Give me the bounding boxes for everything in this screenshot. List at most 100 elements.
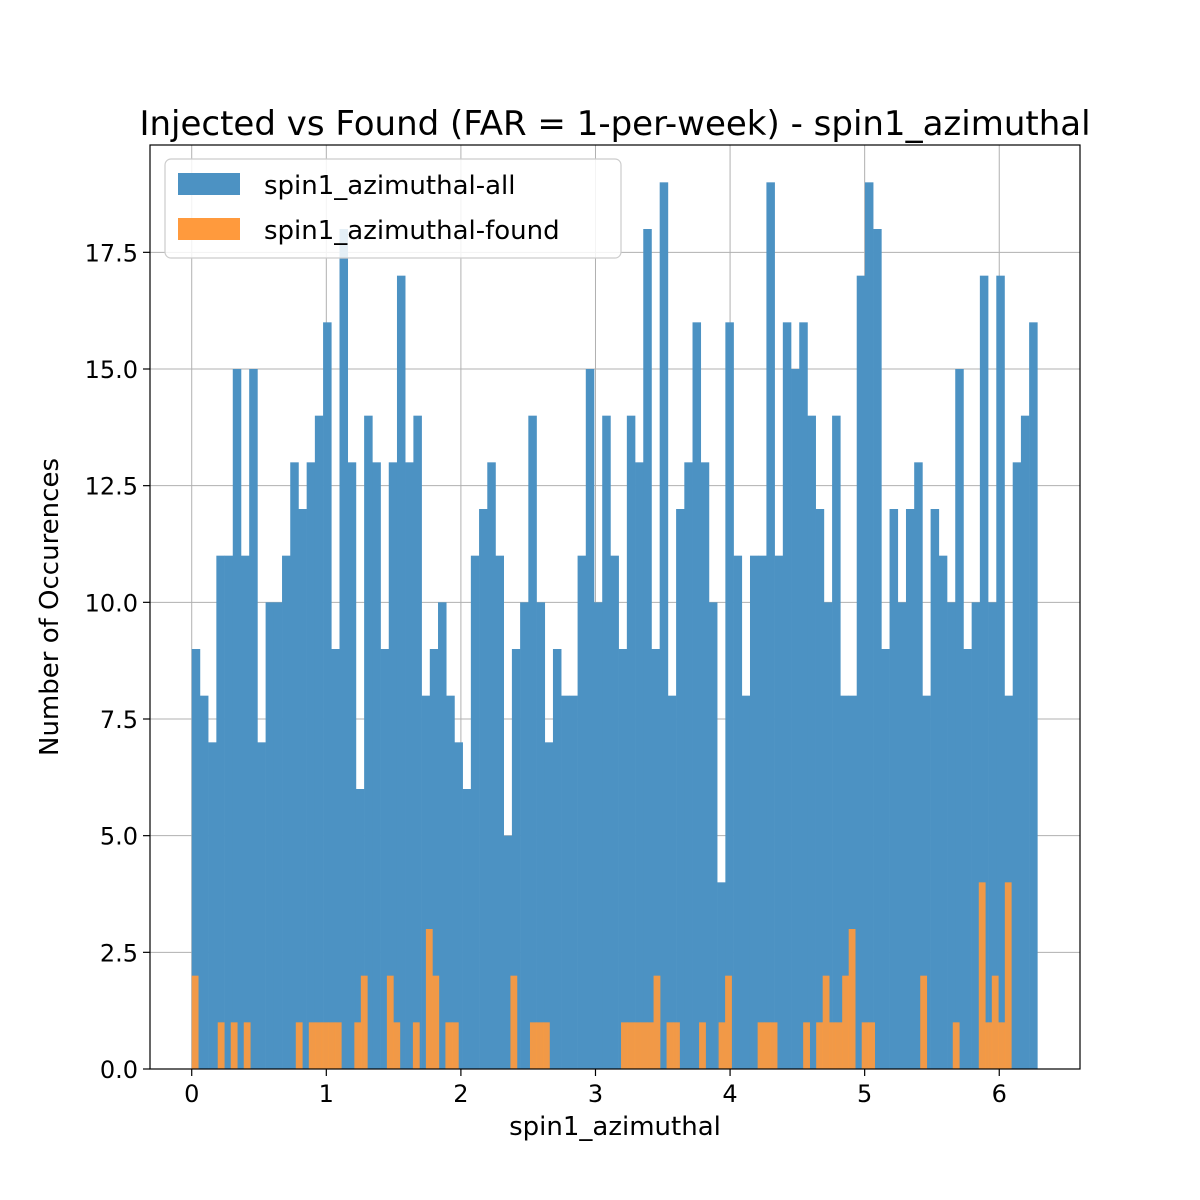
y-tick-label: 5.0 xyxy=(100,823,138,851)
bar-found xyxy=(699,1022,706,1069)
bar-all xyxy=(585,369,595,1069)
y-tick-label: 17.5 xyxy=(85,239,138,267)
bar-all xyxy=(971,602,981,1069)
bar-all xyxy=(1012,462,1022,1069)
bar-all xyxy=(487,462,496,1069)
bar-found xyxy=(978,882,986,1069)
bar-all xyxy=(725,322,734,1069)
bar-all xyxy=(199,695,209,1069)
bar-all xyxy=(643,229,652,1069)
bar-all xyxy=(692,322,702,1069)
bar-found xyxy=(412,1022,420,1069)
bar-all xyxy=(938,555,948,1069)
bar-all xyxy=(602,415,611,1070)
bar-all xyxy=(191,649,201,1069)
bar-all xyxy=(224,555,234,1069)
y-tick-label: 2.5 xyxy=(100,939,138,967)
bar-found xyxy=(816,1022,823,1069)
bars-all-series xyxy=(191,182,1038,1070)
bar-all xyxy=(807,415,816,1070)
bar-all xyxy=(774,555,784,1069)
bar-found xyxy=(393,1022,401,1069)
bar-all xyxy=(216,555,225,1069)
bar-found xyxy=(360,975,368,1069)
bar-all xyxy=(708,602,718,1069)
bar-all xyxy=(479,509,488,1069)
bar-all xyxy=(626,415,636,1070)
x-tick-label: 0 xyxy=(184,1080,199,1108)
bar-all xyxy=(339,229,349,1069)
bar-found xyxy=(634,1022,641,1069)
bar-found xyxy=(770,1022,778,1069)
y-tick-label: 12.5 xyxy=(85,473,138,501)
bar-all xyxy=(815,509,825,1069)
bar-all xyxy=(733,555,743,1069)
bar-all xyxy=(1020,415,1030,1070)
bar-all xyxy=(470,555,480,1069)
x-axis-label: spin1_azimuthal xyxy=(509,1112,721,1142)
bar-found xyxy=(328,1022,336,1069)
bar-found xyxy=(640,1022,648,1069)
bar-all xyxy=(914,462,923,1069)
bar-all xyxy=(503,835,513,1069)
legend-swatch-all xyxy=(178,173,240,195)
bar-all xyxy=(996,275,1005,1070)
bar-all xyxy=(380,649,390,1069)
bar-all xyxy=(848,695,858,1069)
bar-found xyxy=(998,1022,1006,1069)
bar-all xyxy=(856,275,866,1070)
bar-all xyxy=(922,695,931,1069)
bar-found xyxy=(243,1022,251,1069)
bar-found xyxy=(230,1022,238,1069)
x-tick-label: 4 xyxy=(722,1080,737,1108)
bar-found xyxy=(666,1022,674,1069)
bar-all xyxy=(331,649,340,1069)
bar-all xyxy=(249,369,258,1069)
bar-all xyxy=(421,695,431,1069)
bar-all xyxy=(446,695,455,1069)
bar-all xyxy=(462,789,472,1069)
bar-found xyxy=(321,1022,329,1069)
bar-found xyxy=(985,1022,993,1069)
bar-found xyxy=(718,1022,726,1069)
legend: spin1_azimuthal-all spin1_azimuthal-foun… xyxy=(164,158,622,259)
bar-all xyxy=(881,649,890,1069)
legend-swatch-found xyxy=(178,218,240,240)
bar-all xyxy=(298,509,307,1069)
bar-found xyxy=(653,975,661,1069)
bar-all xyxy=(240,555,250,1069)
bar-all xyxy=(355,789,365,1069)
bar-found xyxy=(848,929,856,1069)
bar-all xyxy=(758,555,767,1069)
bar-all xyxy=(749,555,759,1069)
bar-found xyxy=(510,975,518,1069)
x-tick-label: 2 xyxy=(453,1080,468,1108)
bar-found xyxy=(803,1022,810,1069)
bar-all xyxy=(799,322,808,1069)
bar-all xyxy=(561,695,570,1069)
bar-found xyxy=(842,975,849,1069)
bar-all xyxy=(889,509,899,1069)
bar-found xyxy=(835,1022,843,1069)
bar-found xyxy=(334,1022,342,1069)
bar-found xyxy=(1004,882,1012,1069)
bar-found xyxy=(432,975,440,1069)
bar-found xyxy=(829,1022,836,1069)
bar-all xyxy=(495,555,504,1069)
bar-all xyxy=(955,369,964,1069)
bar-found xyxy=(445,1022,453,1069)
bar-all xyxy=(520,602,529,1069)
bar-all xyxy=(290,462,299,1069)
bars-found-series xyxy=(191,882,1012,1069)
bar-found xyxy=(217,1022,225,1069)
bar-found xyxy=(425,929,433,1069)
x-tick-label: 3 xyxy=(588,1080,603,1108)
bar-found xyxy=(542,1022,550,1069)
bar-found xyxy=(952,1022,960,1069)
bar-all xyxy=(840,695,849,1069)
bar-all xyxy=(979,275,989,1070)
bar-all xyxy=(257,742,266,1069)
bar-all xyxy=(396,275,406,1070)
legend-label-found: spin1_azimuthal-found xyxy=(264,216,560,246)
